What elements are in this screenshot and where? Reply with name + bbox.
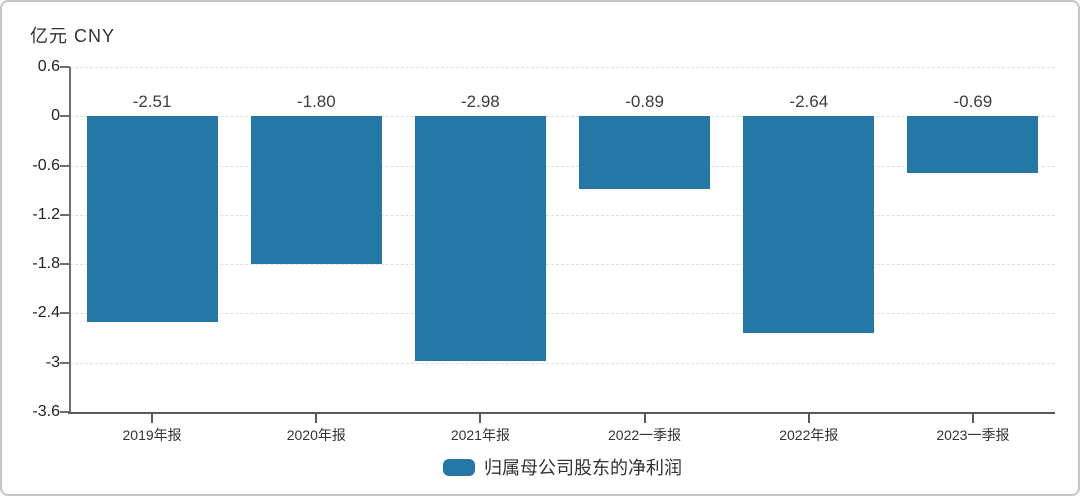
bar-2023一季报[interactable] <box>907 116 1039 173</box>
x-axis-tick <box>807 414 810 423</box>
gridline <box>70 264 1055 266</box>
y-axis-tick-label: -3.6 <box>32 403 60 420</box>
gridline <box>70 214 1055 216</box>
gridline <box>70 116 1055 118</box>
x-axis-category-label: 2023一季报 <box>936 427 1010 443</box>
y-axis-tick <box>60 66 70 68</box>
bar-2019年报[interactable] <box>86 116 218 323</box>
y-axis-tick-label: 0.6 <box>37 58 60 75</box>
x-axis-category-label: 2022一季报 <box>608 427 682 443</box>
x-axis-category-label: 2022年报 <box>779 427 839 443</box>
x-axis-tick <box>315 414 318 423</box>
bar-value-label: -0.89 <box>625 92 664 112</box>
gridline <box>70 67 1055 68</box>
x-axis-tick <box>971 414 974 423</box>
bar-value-label: -2.98 <box>461 92 500 112</box>
x-axis-category-label: 2019年报 <box>122 427 182 443</box>
bar-2020年报[interactable] <box>250 116 382 265</box>
bar-2022年报[interactable] <box>743 116 875 334</box>
legend-swatch-icon <box>443 458 475 476</box>
gridline <box>70 165 1055 167</box>
y-axis-tick-label: 0 <box>51 107 60 125</box>
y-axis-tick-label: -1.8 <box>32 255 60 273</box>
bar-value-label: -2.51 <box>132 92 172 112</box>
x-axis-tick <box>643 414 646 423</box>
bar-value-label: -2.64 <box>789 92 829 112</box>
y-axis-tick <box>60 115 70 118</box>
legend-label: 归属母公司股东的净利润 <box>484 458 682 478</box>
x-axis-tick <box>151 414 154 423</box>
gridline <box>70 313 1055 315</box>
y-axis-line <box>69 67 71 412</box>
x-axis-line <box>68 412 1055 414</box>
legend-item[interactable]: 归属母公司股东的净利润 <box>443 454 682 480</box>
bar-2022一季报[interactable] <box>579 116 711 190</box>
y-axis-tick <box>60 263 70 266</box>
y-axis-tick <box>60 312 70 315</box>
y-axis-tick <box>60 411 70 413</box>
bar-value-label: -1.80 <box>296 92 336 112</box>
y-axis-tick-label: -2.4 <box>32 304 60 322</box>
legend: 归属母公司股东的净利润 <box>70 454 1055 480</box>
y-axis-tick-label: -3 <box>45 353 60 371</box>
y-axis-tick-label: -0.6 <box>32 156 60 174</box>
x-axis-category-label: 2020年报 <box>286 427 346 443</box>
x-axis-category-label: 2021年报 <box>450 427 510 443</box>
y-axis-tick <box>60 164 70 167</box>
y-axis-unit-label: 亿元 CNY <box>30 26 116 46</box>
bar-2021年报[interactable] <box>414 116 546 362</box>
gridline <box>70 362 1055 364</box>
y-axis-tick-label: -1.2 <box>32 205 60 223</box>
bar-value-label: -0.69 <box>953 92 993 112</box>
y-axis-tick <box>60 361 70 364</box>
x-axis-tick <box>479 414 482 423</box>
y-axis-tick <box>60 213 70 216</box>
